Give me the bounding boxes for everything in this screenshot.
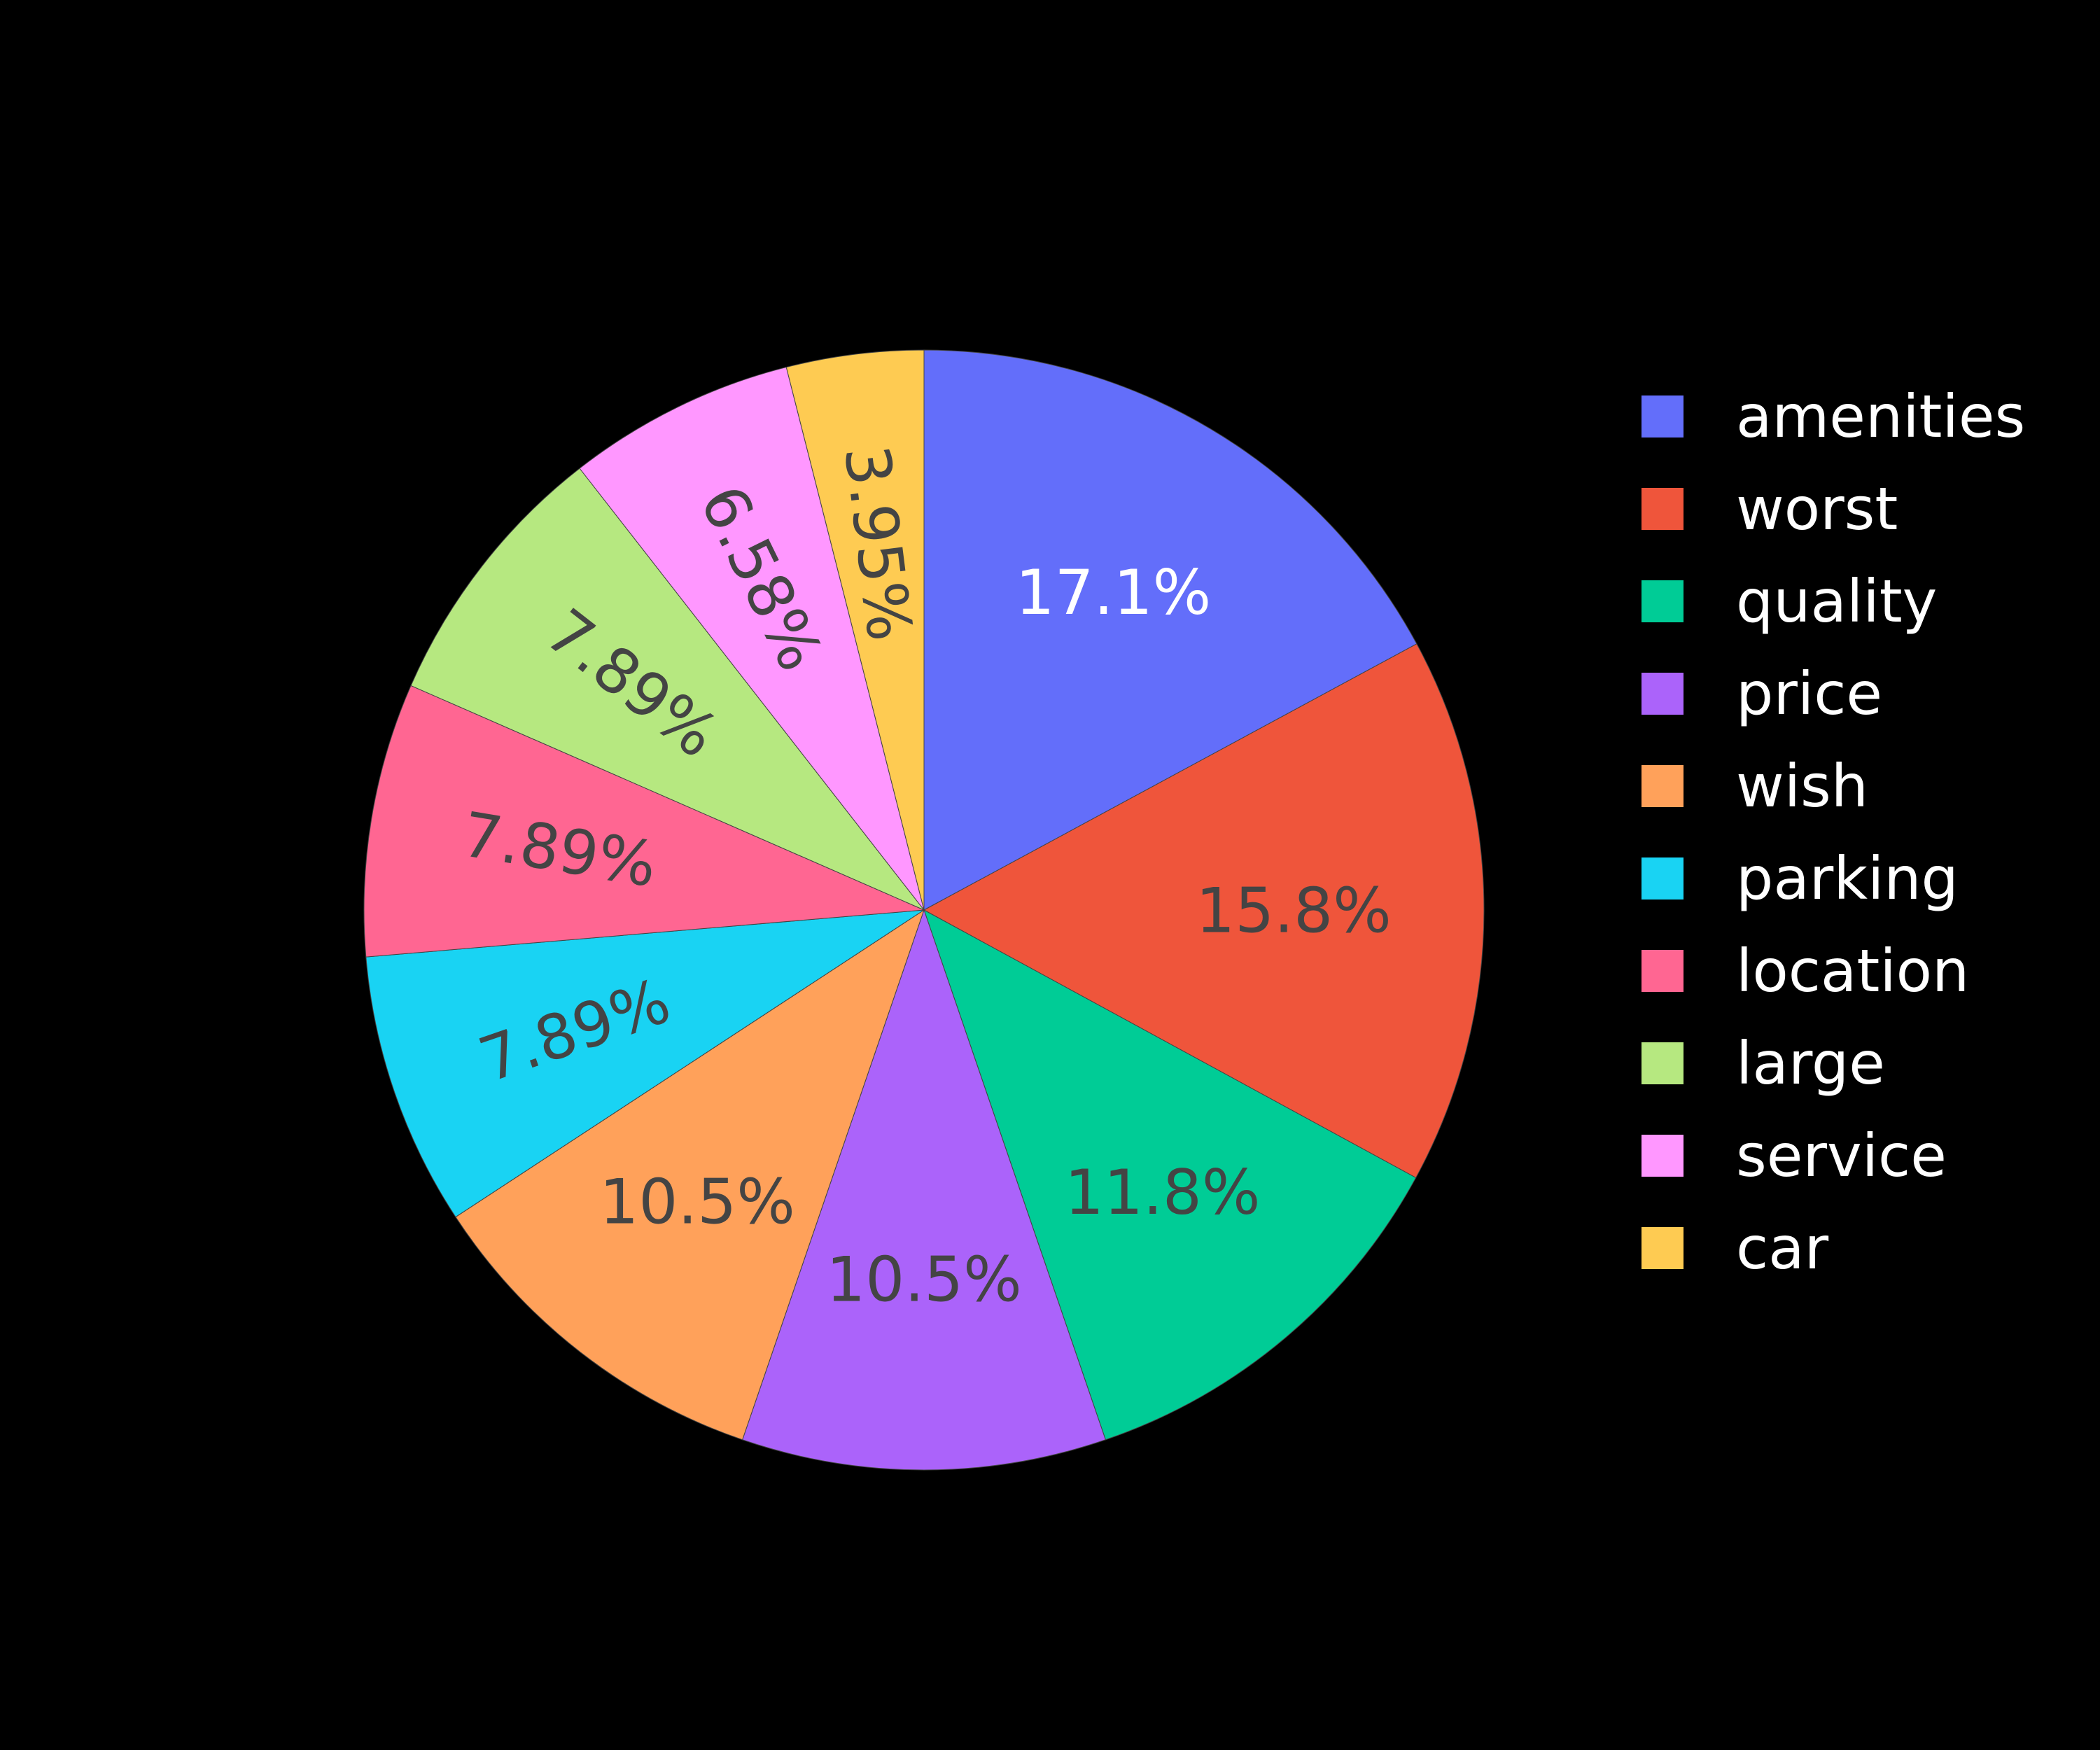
legend-label-parking[interactable]: parking	[1736, 844, 1959, 913]
legend-swatch-service[interactable]	[1642, 1135, 1684, 1177]
pie-slice-wish[interactable]	[455, 909, 925, 1441]
legend-swatch-worst[interactable]	[1642, 488, 1684, 530]
pie-slice-location[interactable]	[363, 685, 925, 958]
slice-label-wish: 10.5%	[599, 1166, 795, 1238]
legend-label-location[interactable]: location	[1736, 937, 1969, 1005]
pie-slice-quality[interactable]	[923, 909, 1417, 1441]
pie-slices	[363, 349, 1485, 1471]
slice-label-quality: 11.8%	[1065, 1156, 1261, 1228]
legend-swatch-wish[interactable]	[1642, 765, 1684, 807]
legend-swatch-large[interactable]	[1642, 1042, 1684, 1084]
pie-slice-worst[interactable]	[923, 643, 1485, 1179]
legend-label-amenities[interactable]: amenities	[1736, 382, 2025, 451]
pie-slice-parking[interactable]	[365, 909, 925, 1218]
pie-slice-price[interactable]	[741, 909, 1107, 1471]
slice-label-amenities: 17.1%	[1016, 556, 1212, 629]
legend-label-wish[interactable]: wish	[1736, 752, 1868, 820]
legend-swatch-price[interactable]	[1642, 673, 1684, 715]
legend-swatch-amenities[interactable]	[1642, 396, 1684, 438]
legend-swatch-car[interactable]	[1642, 1227, 1684, 1269]
legend-swatch-location[interactable]	[1642, 950, 1684, 992]
legend-label-worst[interactable]: worst	[1736, 475, 1898, 543]
legend-label-price[interactable]: price	[1736, 659, 1882, 728]
pie-slice-service[interactable]	[579, 366, 925, 911]
pie-slice-large[interactable]	[410, 468, 925, 911]
legend-label-car[interactable]: car	[1736, 1214, 1829, 1282]
legend-label-large[interactable]: large	[1736, 1029, 1885, 1098]
slice-label-worst: 15.8%	[1196, 874, 1392, 946]
legend-swatch-quality[interactable]	[1642, 580, 1684, 622]
slice-label-price: 10.5%	[826, 1244, 1022, 1316]
pie-slice-car[interactable]	[785, 349, 925, 911]
legend: amenities worst quality price wish parking loc…	[1642, 382, 2025, 1282]
legend-swatch-parking[interactable]	[1642, 858, 1684, 899]
legend-label-service[interactable]: service	[1736, 1121, 1947, 1190]
pie-slice-amenities[interactable]	[923, 349, 1418, 911]
legend-label-quality[interactable]: quality	[1736, 567, 1937, 636]
